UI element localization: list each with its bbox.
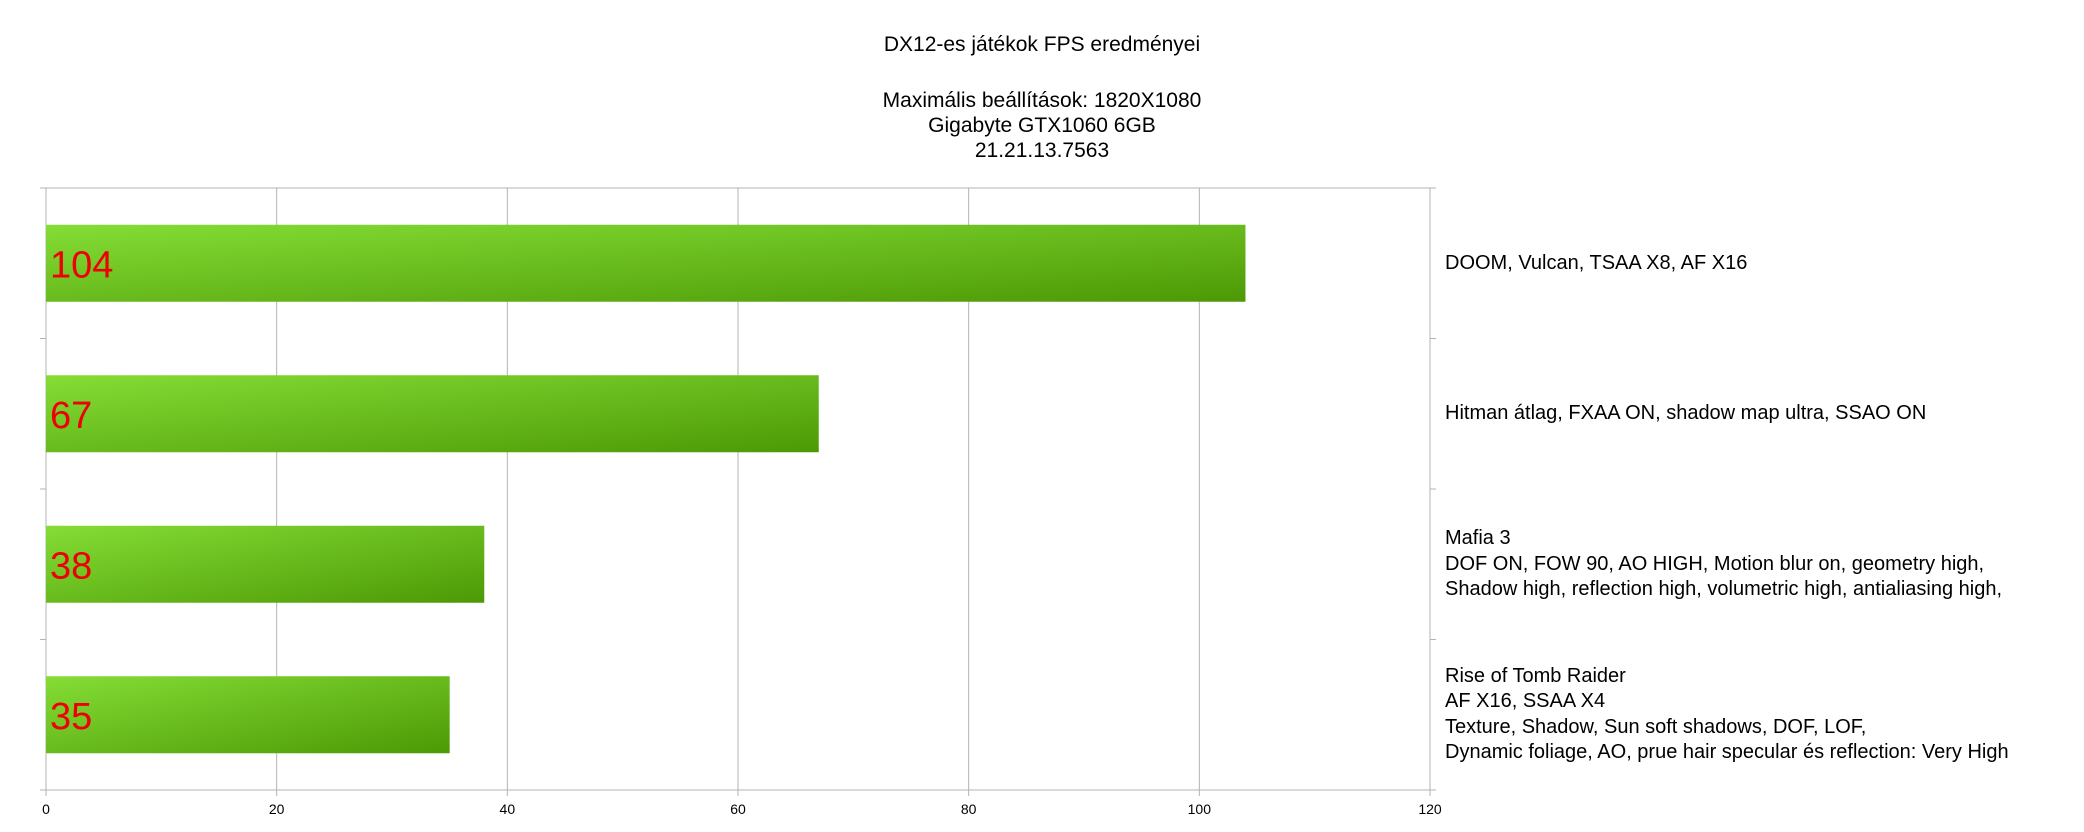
x-tick-label-0: 0 (42, 801, 50, 817)
x-tick-label-120: 120 (1418, 801, 1442, 817)
value-label-3: 35 (50, 696, 92, 738)
category-label-1: Hitman átlag, FXAA ON, shadow map ultra,… (1445, 401, 1926, 427)
bars (46, 224, 1246, 754)
category-label-3-line-0: Rise of Tomb Raider (1445, 664, 1626, 687)
x-tick-label-40: 40 (500, 801, 516, 817)
chart-title: DX12-es játékok FPS eredményei (883, 33, 1201, 56)
category-label-2-line-1: DOF ON, FOW 90, AO HIGH, Motion blur on,… (1445, 552, 1985, 575)
chart-subtitle-line-2: Gigabyte GTX1060 6GB (928, 114, 1156, 137)
chart-subtitle-line-3: 21.21.13.7563 (974, 139, 1110, 162)
value-labels: 104 67 38 35 (50, 244, 113, 738)
category-label-0: DOOM, Vulcan, TSAA X8, AF X16 (1445, 251, 1747, 277)
category-label-2: Mafia 3 DOF ON, FOW 90, AO HIGH, Motion b… (1445, 526, 2002, 603)
chart-subtitle-line-1: Maximális beállítások: 1820X1080 (882, 89, 1202, 112)
value-label-1: 67 (50, 395, 92, 437)
category-label-2-line-0: Mafia 3 (1445, 527, 1511, 549)
value-label-2: 38 (50, 545, 92, 587)
bar-0 (46, 224, 1246, 302)
x-tick-label-20: 20 (269, 801, 285, 817)
category-label-3-line-3: Dynamic foliage, AO, prue hair specular … (1445, 741, 2009, 764)
bar-1 (46, 375, 819, 453)
category-label-0-line-0: DOOM, Vulcan, TSAA X8, AF X16 (1445, 251, 1748, 274)
x-tick-label-100: 100 (1188, 801, 1212, 817)
category-label-3-line-2: Texture, Shadow, Sun soft shadows, DOF, … (1445, 715, 1867, 738)
category-label-3-line-1: AF X16, SSAA X4 (1445, 690, 1606, 713)
x-tick-label-80: 80 (961, 801, 977, 817)
category-label-1-line-0: Hitman átlag, FXAA ON, shadow map ultra,… (1445, 402, 1927, 424)
value-label-0: 104 (50, 244, 113, 286)
axes (40, 187, 1436, 791)
category-label-2-line-2: Shadow high, reflection high, volumetric… (1445, 578, 2003, 600)
tick-labels: 0 20 40 60 80 100 120 (42, 801, 1442, 817)
x-tick-label-60: 60 (730, 801, 746, 817)
category-label-3: Rise of Tomb Raider AF X16, SSAA X4 Textur… (1445, 664, 2009, 766)
bar-3 (46, 676, 450, 754)
bar-2 (46, 525, 485, 603)
